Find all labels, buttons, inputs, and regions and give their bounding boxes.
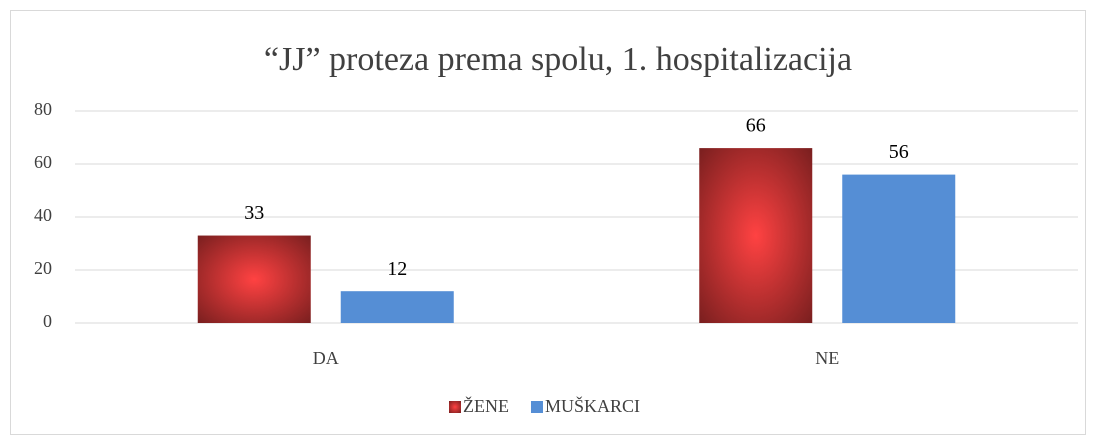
x-tick-label: DA xyxy=(313,348,339,368)
legend-label: MUŠKARCI xyxy=(545,395,640,416)
chart-title: “JJ” proteza prema spolu, 1. hospitaliza… xyxy=(264,41,852,78)
y-tick-label: 80 xyxy=(34,99,52,119)
legend-swatch xyxy=(449,401,461,413)
bar xyxy=(699,148,813,323)
x-tick-label: NE xyxy=(815,348,839,368)
legend-swatch xyxy=(530,401,543,413)
value-label: 56 xyxy=(889,141,909,163)
legend-label: ŽENE xyxy=(463,395,509,416)
value-label: 66 xyxy=(746,115,766,137)
y-tick-label: 40 xyxy=(34,205,52,225)
y-tick-label: 60 xyxy=(34,152,52,172)
value-label: 12 xyxy=(387,258,407,280)
value-label: 33 xyxy=(244,202,264,224)
y-tick-label: 0 xyxy=(43,311,52,331)
y-tick-label: 20 xyxy=(34,258,52,278)
bar xyxy=(340,291,454,323)
bar xyxy=(197,235,311,323)
bar xyxy=(842,174,956,323)
